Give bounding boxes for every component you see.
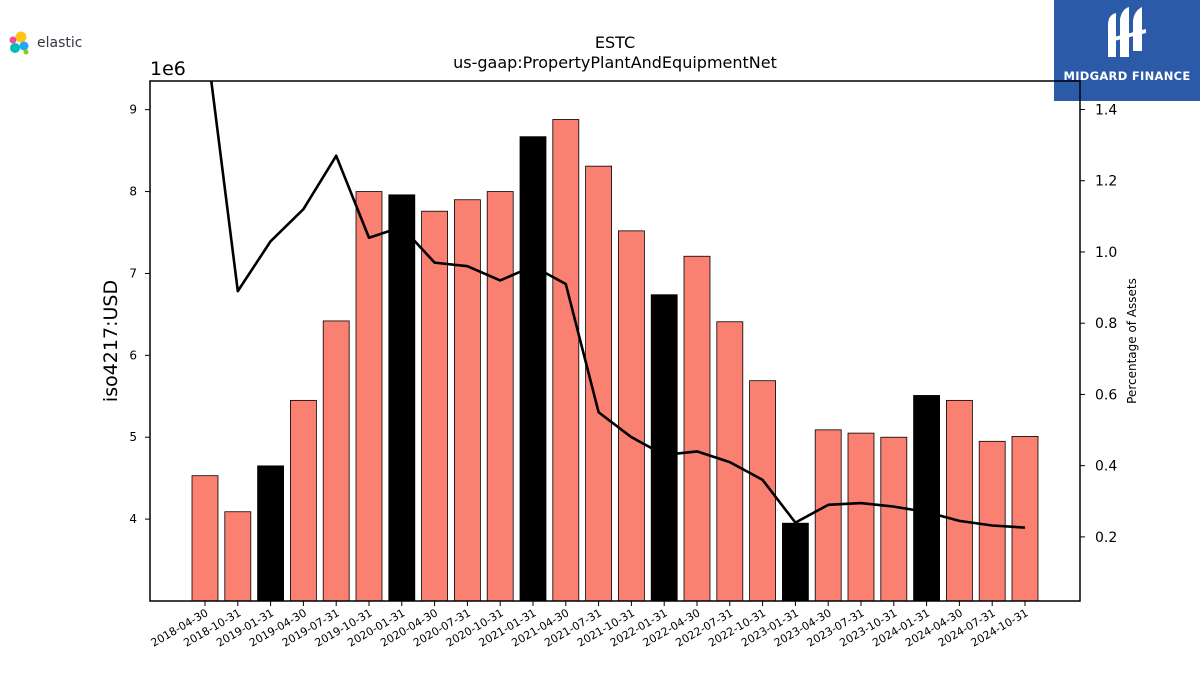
- bar: [946, 399, 973, 602]
- bar-layer: [191, 119, 1039, 602]
- y-tick-label: 5: [129, 430, 137, 444]
- y2-tick-label: 0.8: [1095, 316, 1117, 332]
- bar: [421, 210, 449, 602]
- y-tick-label: 9: [129, 103, 137, 117]
- bar: [978, 440, 1006, 602]
- y2-tick-label: 0.2: [1095, 530, 1117, 546]
- bar: [191, 475, 219, 602]
- x-axis-ticks: 2018-04-302018-10-312019-01-312019-04-30…: [149, 601, 1031, 650]
- y-tick-label: 6: [129, 348, 137, 362]
- bar: [519, 136, 547, 602]
- bar: [1011, 436, 1039, 602]
- midgard-finance-emblem-icon: [1108, 7, 1146, 57]
- bar: [650, 294, 678, 602]
- bar: [224, 511, 252, 602]
- bar: [322, 320, 350, 602]
- right-axis-ticks: 0.2 0.4 0.6 0.8 1.0 1.2 1.4: [1080, 102, 1117, 546]
- bar: [388, 194, 416, 602]
- elastic-logo-icon: [9, 31, 29, 55]
- elastic-logo-text: elastic: [37, 35, 83, 51]
- bar: [814, 429, 842, 602]
- series-line: [209, 81, 1026, 529]
- chart-title: ESTC: [595, 33, 635, 52]
- midgard-finance-logo: MIDGARD FINANCE: [1054, 0, 1200, 101]
- y2-axis-label: Percentage of Assets: [1125, 278, 1139, 404]
- bar: [257, 465, 285, 602]
- bar: [716, 321, 744, 602]
- bar: [847, 432, 875, 602]
- bar: [552, 119, 580, 602]
- y-axis-offset-label: 1e6: [150, 58, 186, 80]
- bar: [355, 191, 383, 602]
- y2-tick-label: 0.4: [1095, 459, 1117, 475]
- axes: [149, 80, 1081, 602]
- bar: [683, 255, 711, 602]
- y2-tick-label: 1.4: [1095, 102, 1117, 118]
- y-tick-label: 4: [129, 512, 137, 526]
- y2-tick-label: 1.2: [1095, 174, 1117, 190]
- y2-tick-label: 0.6: [1095, 387, 1117, 403]
- line-layer: [209, 81, 1026, 529]
- y-axis-label: iso4217:USD: [100, 280, 122, 402]
- bar: [782, 522, 809, 602]
- midgard-finance-logo-text: MIDGARD FINANCE: [1063, 69, 1191, 83]
- plot-frame: [149, 80, 1081, 602]
- bar: [486, 191, 514, 602]
- y-tick-label: 7: [129, 266, 137, 280]
- left-axis-ticks: 4 5 6 7 8 9: [129, 103, 150, 526]
- bar: [618, 230, 645, 602]
- bar: [585, 165, 612, 602]
- bar: [913, 395, 940, 602]
- elastic-logo: elastic: [8, 30, 82, 56]
- chart-subtitle: us-gaap:PropertyPlantAndEquipmentNet: [453, 53, 777, 72]
- bar: [453, 199, 481, 602]
- y2-tick-label: 1.0: [1095, 245, 1117, 261]
- y-tick-label: 8: [129, 185, 137, 199]
- bar: [289, 399, 317, 602]
- bar: [880, 436, 908, 602]
